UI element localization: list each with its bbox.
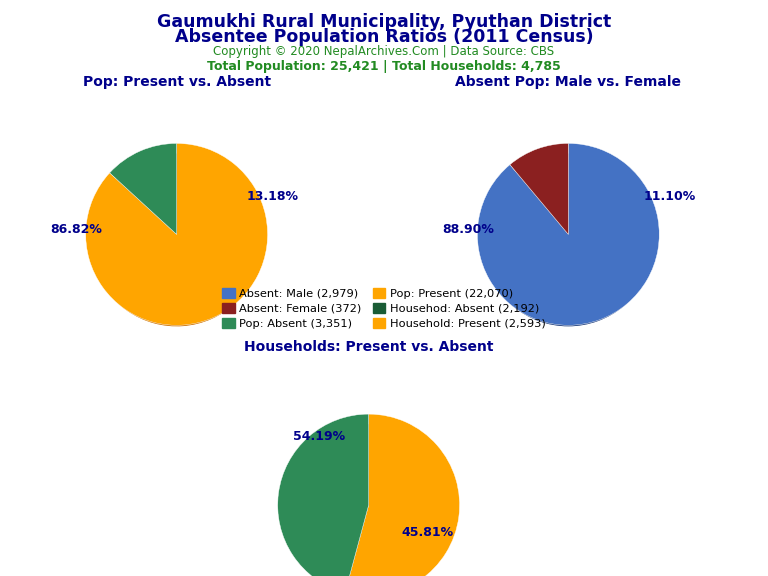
Wedge shape	[345, 414, 459, 576]
Text: Households: Present vs. Absent: Households: Present vs. Absent	[244, 340, 493, 354]
Text: Absent Pop: Male vs. Female: Absent Pop: Male vs. Female	[455, 75, 681, 89]
Wedge shape	[346, 425, 455, 576]
Text: Pop: Present vs. Absent: Pop: Present vs. Absent	[83, 75, 270, 89]
Text: 45.81%: 45.81%	[402, 526, 454, 539]
Wedge shape	[110, 143, 177, 234]
Wedge shape	[113, 154, 177, 240]
Text: Absentee Population Ratios (2011 Census): Absentee Population Ratios (2011 Census)	[174, 28, 594, 46]
Text: 13.18%: 13.18%	[246, 190, 298, 203]
Text: Total Population: 25,421 | Total Households: 4,785: Total Population: 25,421 | Total Househo…	[207, 60, 561, 74]
Wedge shape	[510, 143, 568, 234]
Wedge shape	[513, 154, 568, 240]
Wedge shape	[283, 425, 369, 576]
Text: 88.90%: 88.90%	[442, 223, 495, 236]
Wedge shape	[482, 154, 654, 327]
Text: 11.10%: 11.10%	[644, 190, 697, 203]
Legend: Absent: Male (2,979), Absent: Female (372), Pop: Absent (3,351), Pop: Present (2: Absent: Male (2,979), Absent: Female (37…	[217, 283, 551, 333]
Wedge shape	[478, 143, 659, 325]
Wedge shape	[278, 414, 369, 576]
Text: 86.82%: 86.82%	[51, 223, 103, 236]
Text: Gaumukhi Rural Municipality, Pyuthan District: Gaumukhi Rural Municipality, Pyuthan Dis…	[157, 13, 611, 31]
Text: 54.19%: 54.19%	[293, 430, 345, 444]
Wedge shape	[86, 143, 267, 325]
Wedge shape	[91, 154, 263, 327]
Text: Copyright © 2020 NepalArchives.Com | Data Source: CBS: Copyright © 2020 NepalArchives.Com | Dat…	[214, 45, 554, 58]
